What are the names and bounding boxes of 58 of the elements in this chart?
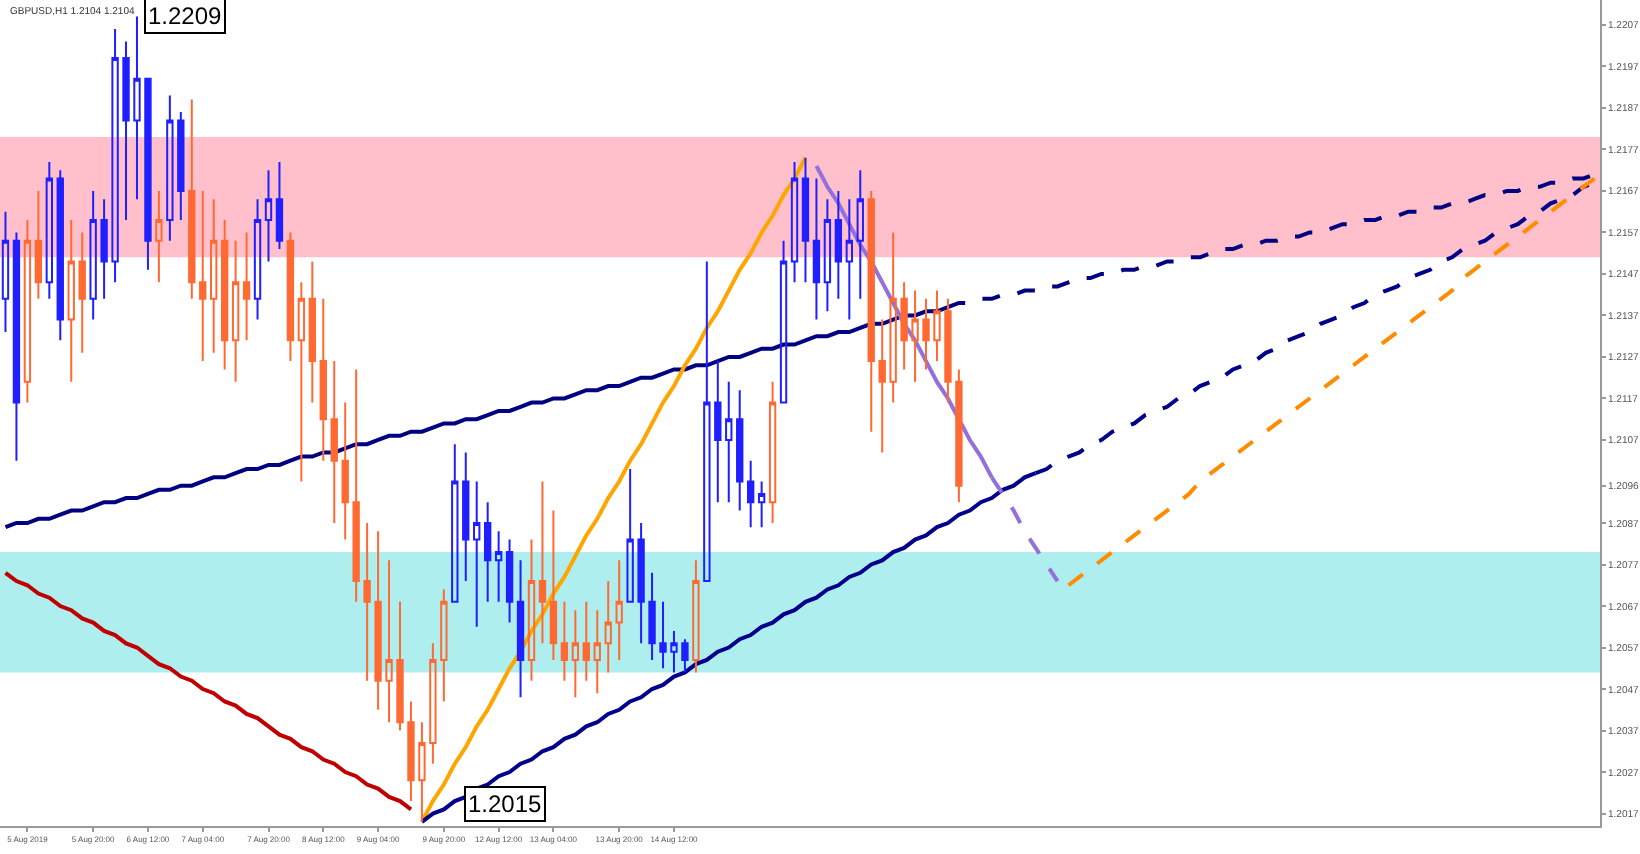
- candlestick: [231, 239, 240, 383]
- candlestick: [593, 609, 601, 695]
- line-series: [419, 155, 808, 824]
- candlestick: [757, 480, 766, 529]
- candlestick: [801, 156, 810, 284]
- candlestick: [1, 210, 10, 334]
- candlestick: [790, 160, 799, 284]
- candlestick: [286, 231, 295, 363]
- candlestick: [451, 443, 459, 603]
- candlestick: [23, 218, 32, 404]
- candlestick: [494, 530, 503, 603]
- candlestick: [692, 559, 700, 674]
- candlestick: [823, 198, 832, 313]
- candlestick: [867, 189, 875, 433]
- candlestick: [264, 169, 273, 263]
- candlestick: [571, 609, 580, 699]
- candlestick: [845, 198, 853, 321]
- candlestick: [199, 189, 207, 363]
- candlestick: [779, 239, 788, 404]
- candlestick: [210, 198, 218, 354]
- candlestick: [856, 169, 864, 300]
- candlestick: [12, 231, 21, 462]
- candlestick: [308, 260, 317, 404]
- candlestick: [527, 538, 536, 682]
- candlestick: [473, 480, 481, 628]
- candlestick: [319, 297, 327, 462]
- candlestick: [56, 169, 64, 342]
- line-series: [1066, 176, 1597, 588]
- candlestick: [253, 198, 262, 321]
- candlestick: [155, 189, 163, 284]
- candlestick: [297, 281, 306, 483]
- candlestick: [462, 451, 470, 583]
- candlestick: [736, 389, 744, 512]
- candlestick: [516, 559, 525, 699]
- candlestick: [560, 600, 569, 682]
- candlestick: [188, 98, 196, 300]
- candlestick: [67, 218, 75, 383]
- annotation: 1.2209: [148, 2, 223, 30]
- candlestick: [538, 480, 547, 645]
- annotation: 1.2015: [468, 790, 543, 818]
- candlestick: [768, 380, 777, 524]
- candlestick: [220, 218, 229, 371]
- candlestick: [549, 509, 558, 661]
- candlestick: [483, 501, 492, 603]
- candlestick: [604, 580, 612, 674]
- candlestick: [834, 189, 843, 300]
- candlestick: [45, 160, 53, 300]
- candlestick: [34, 189, 43, 300]
- candlestick: [330, 360, 338, 524]
- candlestick: [78, 231, 86, 354]
- candlestick: [582, 600, 590, 682]
- candlestick: [812, 177, 821, 321]
- candlestick: [242, 231, 251, 342]
- line-series: [3, 570, 413, 812]
- candlestick: [275, 160, 284, 251]
- candlestick: [505, 538, 514, 624]
- candlestick: [615, 559, 623, 661]
- candlestick: [747, 459, 755, 529]
